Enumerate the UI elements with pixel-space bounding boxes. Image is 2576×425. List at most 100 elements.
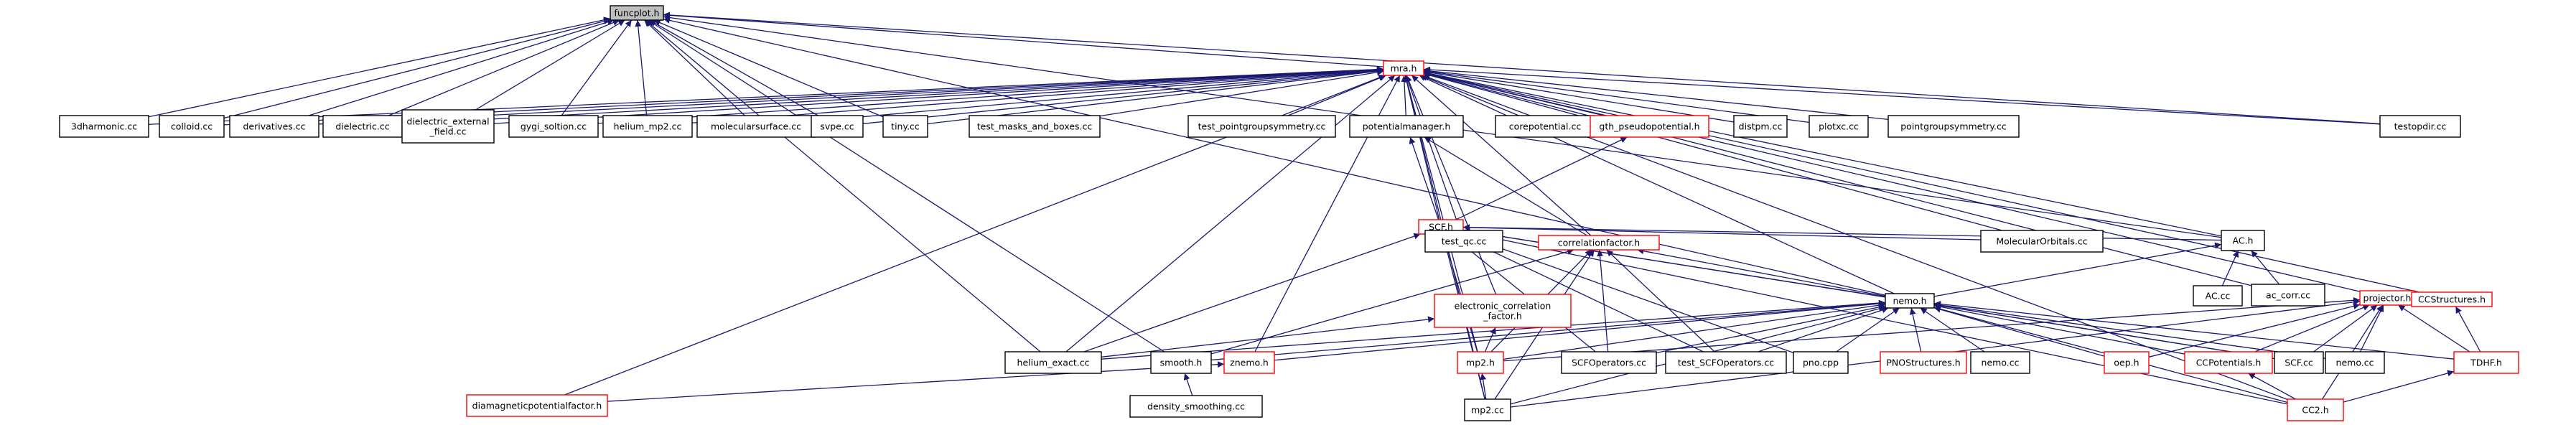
node-label: gygi_soltion.cc: [521, 121, 587, 132]
node-label: AC.cc: [2206, 291, 2231, 302]
edge-helium_mp2-to-mra: [691, 67, 1384, 123]
node-box: [1424, 230, 1503, 253]
node-molorb[interactable]: MolecularOrbitals.cc: [1980, 230, 2104, 253]
node-label: PNOStructures.h: [1886, 358, 1960, 368]
node-nemoh[interactable]: nemo.h: [1885, 293, 1935, 309]
node-label: helium_exact.cc: [1017, 358, 1090, 368]
node-oeph[interactable]: oep.h: [2104, 351, 2150, 374]
node-pno[interactable]: pno.cpp: [1793, 351, 1849, 374]
edge-molsurf-to-funcplot: [644, 19, 745, 116]
node-znemo[interactable]: znemo.h: [1223, 351, 1275, 374]
edge-nemocc2-to-projector: [2359, 304, 2384, 352]
node-box: [696, 115, 816, 138]
node-mra[interactable]: mra.h: [1383, 60, 1424, 76]
node-label: MolecularOrbitals.cc: [1996, 236, 2087, 247]
node-tdhf[interactable]: TDHF.h: [2453, 351, 2519, 374]
dependency-edges: [148, 11, 2481, 408]
node-test_qc[interactable]: test_qc.cc: [1424, 230, 1503, 253]
node-projector[interactable]: projector.h: [2359, 290, 2415, 306]
node-derivatives[interactable]: derivatives.cc: [229, 115, 319, 138]
node-scfops[interactable]: SCFOperators.cc: [1561, 351, 1657, 374]
edge-projector-to-mra: [1423, 71, 2361, 292]
node-svpe[interactable]: svpe.cc: [811, 115, 864, 138]
edge-helium_exact-to-scfh: [1083, 233, 1421, 352]
node-box: [2453, 351, 2519, 374]
edge-derivatives-to-funcplot: [308, 19, 615, 116]
node-accc[interactable]: AC.cc: [2193, 285, 2243, 307]
node-ach[interactable]: AC.h: [2221, 230, 2265, 251]
node-box: [1809, 115, 1869, 138]
node-box: [1187, 115, 1336, 138]
node-test_pgs[interactable]: test_pointgroupsymmetry.cc: [1187, 115, 1336, 138]
node-elcorr[interactable]: electronic_correlation_factor.h: [1434, 294, 1572, 328]
node-densmooth[interactable]: density_smoothing.cc: [1129, 395, 1263, 418]
node-mp2h[interactable]: mp2.h: [1457, 351, 1504, 374]
node-scfcc[interactable]: SCF.cc: [2274, 351, 2324, 374]
node-helium_mp2[interactable]: helium_mp2.cc: [602, 115, 693, 138]
node-label: smooth.h: [1160, 358, 1203, 368]
node-gth[interactable]: gth_pseudopotential.h: [1590, 115, 1709, 138]
node-label: diamagneticpotentialfactor.h: [472, 401, 602, 411]
node-box: [1129, 395, 1263, 418]
edge-derivatives-to-mra: [318, 66, 1384, 125]
node-box: [229, 115, 319, 138]
node-gygi[interactable]: gygi_soltion.cc: [508, 115, 599, 138]
node-label: nemo.cc: [2336, 358, 2374, 368]
node-label: dielectric_external: [406, 116, 489, 127]
edge-potmgr-to-mra: [1401, 75, 1408, 116]
node-testopdir[interactable]: testopdir.cc: [2379, 115, 2461, 138]
node-potmgr[interactable]: potentialmanager.h: [1349, 115, 1464, 138]
node-helium_exact[interactable]: helium_exact.cc: [1004, 351, 1102, 374]
node-test_masks[interactable]: test_masks_and_boxes.cc: [969, 115, 1101, 138]
node-molsurf[interactable]: molecularsurface.cc: [696, 115, 816, 138]
edge-corrfac-to-potmgr: [1424, 136, 1587, 236]
node-mp2cc[interactable]: mp2.cc: [1464, 398, 1511, 421]
edge-corrfac-to-mra: [1411, 75, 1592, 236]
node-nemocc2[interactable]: nemo.cc: [2325, 351, 2385, 374]
node-label: dielectric.cc: [335, 121, 389, 132]
node-distpm[interactable]: distpm.cc: [1733, 115, 1788, 138]
edge-accc-to-ach: [2221, 250, 2239, 286]
node-box: [2287, 398, 2344, 421]
node-corrfac[interactable]: correlationfactor.h: [1538, 235, 1660, 251]
node-dielectric_ext[interactable]: dielectric_external_field.cc: [401, 109, 495, 144]
node-label: corepotential.cc: [1509, 121, 1582, 132]
node-label: funcplot.h: [615, 8, 660, 19]
edge-helium_exact-to-elcorr: [1101, 316, 1435, 358]
node-label: projector.h: [2363, 293, 2412, 304]
node-box: [610, 5, 664, 21]
node-label: svpe.cc: [820, 121, 854, 132]
node-box: [1383, 60, 1424, 76]
node-nemocc1[interactable]: nemo.cc: [1970, 351, 2030, 374]
node-label: mp2.h: [1466, 358, 1495, 368]
node-accorr[interactable]: ac_corr.cc: [2251, 284, 2325, 307]
node-harmonic3d[interactable]: 3dharmonic.cc: [59, 115, 149, 138]
node-pnostruct[interactable]: PNOStructures.h: [1880, 351, 1967, 374]
node-box: [1223, 351, 1275, 374]
node-box: [1980, 230, 2104, 253]
node-label: plotxc.cc: [1819, 121, 1859, 132]
edge-ccpot-to-projector: [2254, 304, 2370, 352]
node-ccpot[interactable]: CCPotentials.h: [2184, 351, 2273, 374]
node-ccstruct[interactable]: CCStructures.h: [2411, 291, 2493, 307]
node-diamag[interactable]: diamagneticpotentialfactor.h: [466, 394, 608, 417]
edge-nemoh-to-ach: [1933, 242, 2222, 297]
edge-colloid-to-funcplot: [223, 18, 611, 119]
node-cc2h[interactable]: CC2.h: [2287, 398, 2344, 421]
node-label: SCF.cc: [2285, 358, 2313, 368]
node-label: tiny.cc: [891, 121, 920, 132]
node-tiny[interactable]: tiny.cc: [882, 115, 928, 138]
node-label: znemo.h: [1230, 358, 1269, 368]
node-colloid[interactable]: colloid.cc: [159, 115, 225, 138]
node-corepot[interactable]: corepotential.cc: [1495, 115, 1595, 138]
node-dielectric[interactable]: dielectric.cc: [322, 115, 403, 138]
node-smooth[interactable]: smooth.h: [1150, 351, 1212, 374]
node-label: colloid.cc: [171, 121, 213, 132]
node-box: [1434, 294, 1572, 328]
node-plotxc[interactable]: plotxc.cc: [1809, 115, 1869, 138]
node-pgs[interactable]: pointgroupsymmetry.cc: [1887, 115, 2020, 138]
edge-pgs-to-mra: [1423, 67, 1889, 121]
node-label: ac_corr.cc: [2266, 290, 2310, 301]
node-box: [969, 115, 1101, 138]
node-test_scfops[interactable]: test_SCFOperators.cc: [1665, 351, 1787, 374]
